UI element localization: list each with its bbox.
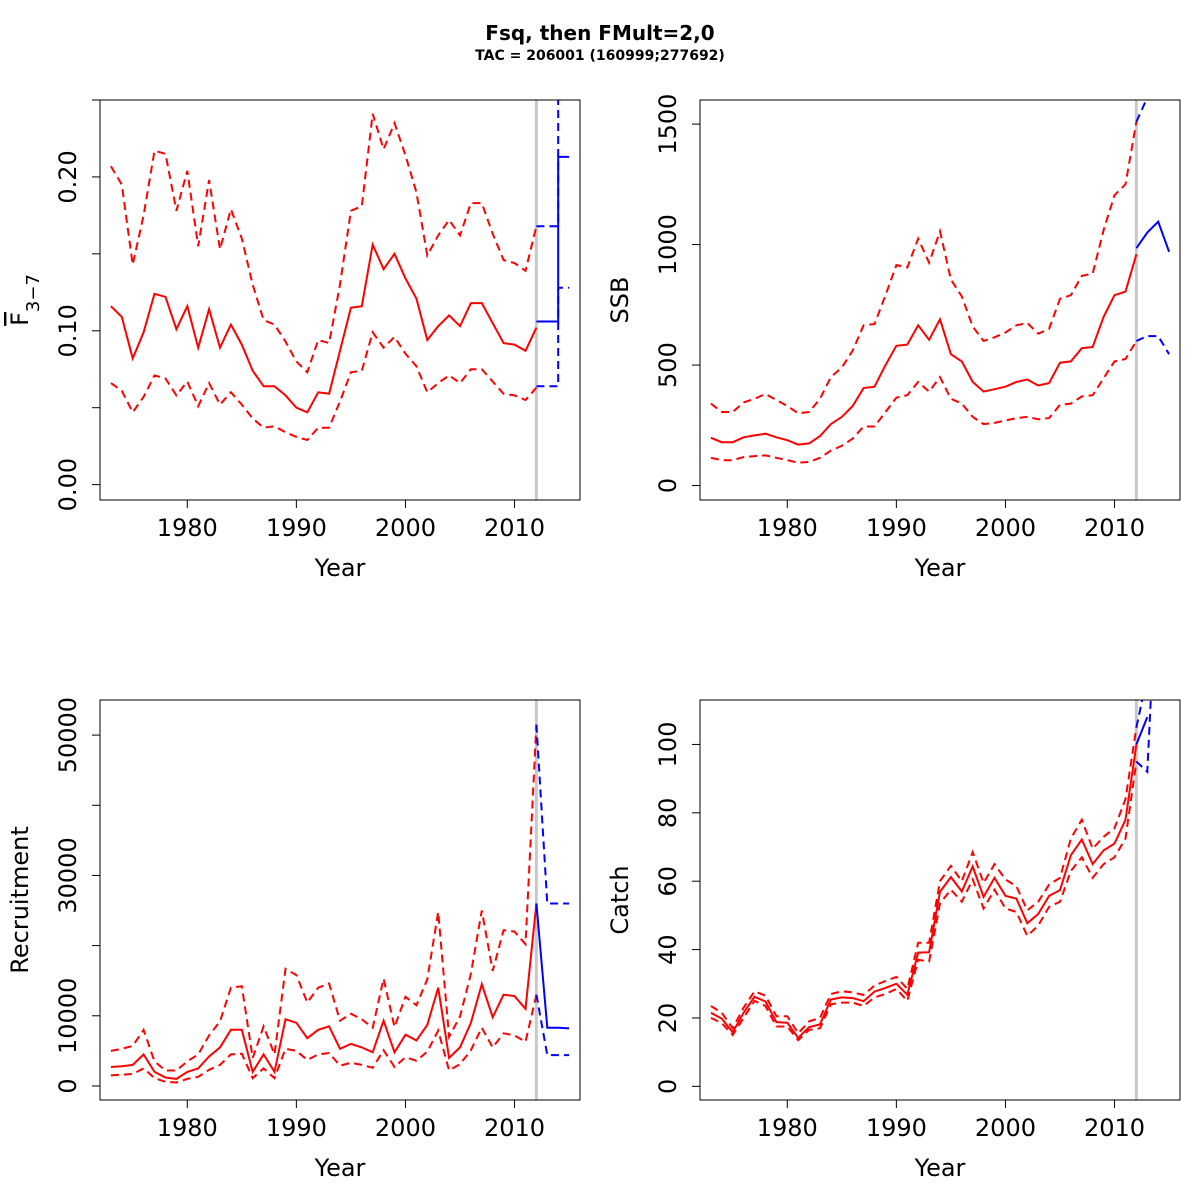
y-axis-label: SSB <box>606 277 634 324</box>
y-tick-label: 100 <box>654 722 682 768</box>
x-tick-label: 2000 <box>975 514 1036 542</box>
series-catch-estimate <box>710 744 1138 1040</box>
x-tick-label: 1990 <box>266 1114 327 1142</box>
series-catch-forecast <box>1135 716 1149 745</box>
x-tick-label: 1990 <box>866 1114 927 1142</box>
y-axis-label: Catch <box>606 865 634 934</box>
series-ssb-lower <box>710 340 1138 464</box>
y-tick-label: 1000 <box>654 214 682 275</box>
x-tick-label: 1980 <box>757 1114 818 1142</box>
panel-catch: 1980 1990 2000 2010 0 20 40 60 80 100 Year Catch <box>606 699 1181 1182</box>
series-fbar-upper <box>110 113 538 375</box>
x-tick-label: 2000 <box>375 1114 436 1142</box>
y-tick-label: 0.10 <box>54 304 82 357</box>
series-fbar-estimate <box>110 241 538 414</box>
x-axis-label: Year <box>314 1154 366 1182</box>
x-axis-label: Year <box>914 554 966 582</box>
figure-title: Fsq, then FMult=2,0 <box>485 21 714 45</box>
y-tick-label: 40 <box>654 934 682 965</box>
plot-frame <box>699 699 1181 1101</box>
plot-frame <box>699 99 1181 501</box>
panel-ssb: 1980 1990 2000 2010 0 500 1000 1500 Year SSB <box>606 94 1181 582</box>
y-axis-label: Recruitment <box>6 826 34 973</box>
x-tick-label: 2000 <box>375 514 436 542</box>
series-fbar-forecast-upper <box>536 100 560 228</box>
series-recruitment-estimate <box>110 903 538 1080</box>
figure-subtitle: TAC = 206001 (160999;277692) <box>475 48 725 64</box>
y-tick-label: 80 <box>654 798 682 829</box>
panel-fbar: 1980 1990 2000 2010 0.00 0.10 0.20 Year F3−7 <box>6 99 581 582</box>
series-catch-lower <box>710 761 1138 1042</box>
x-tick-label: 2010 <box>484 1114 545 1142</box>
y-tick-label: 0 <box>54 1078 82 1093</box>
series-fbar-forecast-lower <box>536 286 570 388</box>
series-recruitment-lower <box>110 994 538 1084</box>
y-tick-label: 20 <box>654 1003 682 1034</box>
series-ssb-forecast <box>1135 219 1171 253</box>
series-ssb-estimate <box>710 253 1138 446</box>
series-catch-forecast-lower <box>1135 700 1152 775</box>
x-tick-label: 2010 <box>484 514 545 542</box>
y-tick-label: 500 <box>654 342 682 388</box>
series-catch-upper <box>710 727 1138 1035</box>
series-ssb-forecast-upper <box>1135 100 1148 123</box>
plot-frame <box>99 699 581 1101</box>
series-recruitment-forecast-lower <box>535 994 570 1057</box>
x-tick-label: 1980 <box>157 1114 218 1142</box>
y-tick-label: 50000 <box>54 697 82 773</box>
y-tick-label: 60 <box>654 866 682 897</box>
x-axis-label: Year <box>914 1154 966 1182</box>
panel-recruitment: 1980 1990 2000 2010 0 10000 30000 50000 Year Recr… <box>6 697 581 1182</box>
y-tick-label: 0.20 <box>54 150 82 203</box>
x-tick-label: 2010 <box>1084 514 1145 542</box>
x-tick-label: 2010 <box>1084 1114 1145 1142</box>
series-ssb-upper <box>710 121 1138 415</box>
y-tick-label: 0 <box>654 1079 682 1094</box>
x-tick-label: 1980 <box>757 514 818 542</box>
plot-frame <box>99 99 581 501</box>
series-fbar-lower <box>110 330 538 442</box>
series-catch-forecast-upper <box>1135 700 1144 728</box>
series-recruitment-upper <box>110 724 538 1072</box>
series-recruitment-forecast-upper <box>535 724 570 905</box>
y-tick-label: 30000 <box>54 837 82 913</box>
x-tick-label: 1980 <box>157 514 218 542</box>
series-ssb-forecast-lower <box>1135 335 1170 355</box>
series-recruitment-forecast <box>535 903 570 1030</box>
y-tick-label: 0 <box>654 478 682 493</box>
series-fbar-forecast <box>536 155 570 323</box>
x-tick-label: 1990 <box>866 514 927 542</box>
y-tick-label: 0.00 <box>54 458 82 511</box>
y-tick-label: 1500 <box>654 94 682 155</box>
x-tick-label: 2000 <box>975 1114 1036 1142</box>
y-tick-label: 10000 <box>54 978 82 1054</box>
y-axis-label: F3−7 <box>6 274 44 326</box>
x-tick-label: 1990 <box>266 514 327 542</box>
x-axis-label: Year <box>314 554 366 582</box>
